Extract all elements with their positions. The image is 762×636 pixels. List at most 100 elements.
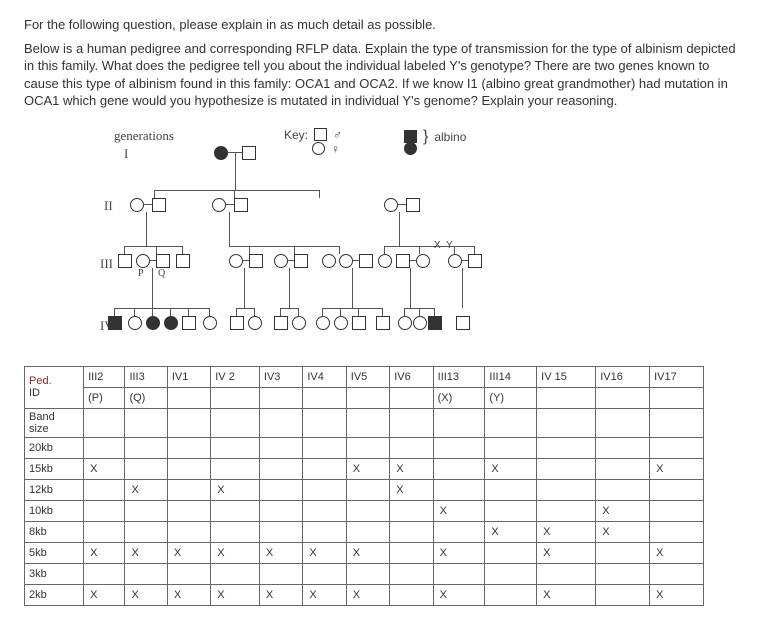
cell-20kb-1 <box>125 437 167 458</box>
band-8kb: 8kb <box>25 521 84 542</box>
legend: Key: ♂ ♀ }albino <box>284 128 356 159</box>
cell-8kb-12 <box>650 521 704 542</box>
cell-20kb-5 <box>303 437 346 458</box>
cell-8kb-7 <box>390 521 433 542</box>
cell-15kb-12: X <box>650 458 704 479</box>
cell-15kb-9: X <box>485 458 537 479</box>
node-IV8 <box>248 316 262 330</box>
cell-8kb-10: X <box>537 521 596 542</box>
cell-15kb-3 <box>211 458 260 479</box>
ped-id-label: Ped.ID <box>25 366 84 408</box>
node-IV16 <box>413 316 427 330</box>
node-III4 <box>176 254 190 268</box>
male-symbol: ♂ <box>333 128 342 142</box>
band-12kb: 12kb <box>25 479 84 500</box>
subid-8: (X) <box>433 387 485 408</box>
node-IV13 <box>352 316 366 330</box>
cell-2kb-6: X <box>346 584 389 605</box>
cell-3kb-12 <box>650 563 704 584</box>
node-III7 <box>274 254 288 268</box>
cell-8kb-4 <box>259 521 302 542</box>
cell-15kb-0: X <box>84 458 125 479</box>
albino-icon-f <box>404 142 417 155</box>
cell-3kb-6 <box>346 563 389 584</box>
cell-5kb-3: X <box>211 542 260 563</box>
col-IV3: IV3 <box>259 366 302 387</box>
cell-12kb-8 <box>433 479 485 500</box>
subid-4 <box>259 387 302 408</box>
cell-5kb-6: X <box>346 542 389 563</box>
col-IV17: IV17 <box>650 366 704 387</box>
band-5kb: 5kb <box>25 542 84 563</box>
node-I1 <box>214 146 228 160</box>
cell-5kb-9 <box>485 542 537 563</box>
col-III14: III14 <box>485 366 537 387</box>
node-III8 <box>294 254 308 268</box>
cell-15kb-10 <box>537 458 596 479</box>
gen-II: II <box>104 198 113 214</box>
cell-3kb-7 <box>390 563 433 584</box>
cell-20kb-12 <box>650 437 704 458</box>
cell-15kb-4 <box>259 458 302 479</box>
cell-8kb-9: X <box>485 521 537 542</box>
intro-p2: Below is a human pedigree and correspond… <box>24 40 738 110</box>
subid-5 <box>303 387 346 408</box>
cell-2kb-4: X <box>259 584 302 605</box>
subid-12 <box>650 387 704 408</box>
pedigree-chart: generations I II III IV Key: ♂ ♀ }albino… <box>64 128 738 358</box>
subid-6 <box>346 387 389 408</box>
cell-8kb-11: X <box>596 521 650 542</box>
cell-2kb-2: X <box>167 584 210 605</box>
col-IV6: IV6 <box>390 366 433 387</box>
cell-10kb-7 <box>390 500 433 521</box>
cell-8kb-5 <box>303 521 346 542</box>
cell-12kb-1: X <box>125 479 167 500</box>
cell-12kb-2 <box>167 479 210 500</box>
node-IV17 <box>428 316 442 330</box>
cell-3kb-3 <box>211 563 260 584</box>
cell-2kb-0: X <box>84 584 125 605</box>
node-IV10 <box>292 316 306 330</box>
cell-2kb-7 <box>390 584 433 605</box>
intro-p1: For the following question, please expla… <box>24 16 738 34</box>
subid-3 <box>211 387 260 408</box>
cell-20kb-4 <box>259 437 302 458</box>
node-III16 <box>468 254 482 268</box>
cell-15kb-2 <box>167 458 210 479</box>
col-IV16: IV16 <box>596 366 650 387</box>
node-I2 <box>242 146 256 160</box>
subid-0: (P) <box>84 387 125 408</box>
cell-20kb-9 <box>485 437 537 458</box>
node-II3 <box>212 198 226 212</box>
male-icon <box>314 128 327 141</box>
cell-2kb-1: X <box>125 584 167 605</box>
cell-15kb-6: X <box>346 458 389 479</box>
node-IV7 <box>230 316 244 330</box>
cell-20kb-3 <box>211 437 260 458</box>
subid-2 <box>167 387 210 408</box>
cell-15kb-5 <box>303 458 346 479</box>
cell-10kb-8: X <box>433 500 485 521</box>
cell-20kb-2 <box>167 437 210 458</box>
xy-y: Y <box>446 240 453 251</box>
node-III1 <box>118 254 132 268</box>
col-IV5: IV5 <box>346 366 389 387</box>
col-IV1: IV1 <box>167 366 210 387</box>
albino-label: albino <box>434 130 466 144</box>
cell-2kb-11 <box>596 584 650 605</box>
cell-15kb-8 <box>433 458 485 479</box>
gen-III: III <box>100 256 113 272</box>
cell-12kb-12 <box>650 479 704 500</box>
cell-10kb-0 <box>84 500 125 521</box>
cell-8kb-1 <box>125 521 167 542</box>
cell-8kb-3 <box>211 521 260 542</box>
node-IV4 <box>164 316 178 330</box>
cell-10kb-12 <box>650 500 704 521</box>
node-III11 <box>359 254 373 268</box>
cell-8kb-6 <box>346 521 389 542</box>
cell-3kb-10 <box>537 563 596 584</box>
cell-20kb-11 <box>596 437 650 458</box>
cell-2kb-12: X <box>650 584 704 605</box>
cell-3kb-0 <box>84 563 125 584</box>
col-III13: III13 <box>433 366 485 387</box>
